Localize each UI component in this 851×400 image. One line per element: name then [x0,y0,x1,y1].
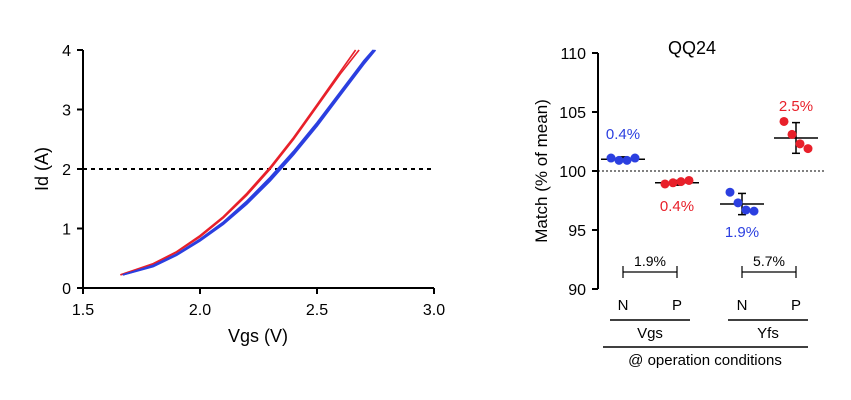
data-point [630,153,640,163]
data-point [741,205,751,215]
data-point [803,144,813,154]
comparison-label: 5.7% [753,253,785,269]
group-label: Vgs [637,325,663,342]
group-percent-label: 0.4% [606,126,640,143]
category-label: P [791,297,801,314]
group-percent-label: 1.9% [725,224,759,241]
y-tick-label: 110 [560,46,586,63]
data-point [684,175,694,185]
data-point [622,155,632,165]
series-line-1 [120,49,360,276]
y-tick-label: 2 [62,162,71,179]
data-point [606,153,616,163]
data-point [614,155,624,165]
data-point [795,139,805,149]
y-axis-label: Match (% of mean) [532,99,551,243]
data-point [787,129,797,139]
footer-label: @ operation conditions [628,352,782,369]
group-label: Yfs [757,325,779,342]
x-tick-label: 2.0 [189,302,211,319]
group-percent-label: 0.4% [660,198,694,215]
y-tick-label: 90 [568,282,586,299]
x-tick-label: 3.0 [423,302,445,319]
y-tick-label: 3 [62,103,71,120]
y-tick-label: 95 [568,223,586,240]
category-label: N [618,297,629,314]
category-label: P [672,297,682,314]
y-tick-label: 4 [62,43,71,60]
data-point [660,179,670,189]
x-tick-label: 1.5 [72,302,94,319]
data-point [668,178,678,188]
y-tick-label: 100 [559,164,586,181]
data-point [749,206,759,216]
data-point [676,177,686,187]
category-label: N [737,297,748,314]
data-point [725,187,735,197]
series-line-3 [122,49,374,276]
comparison-label: 1.9% [634,253,666,269]
y-axis-label: Id (A) [32,147,52,191]
x-tick-label: 2.5 [306,302,328,319]
y-tick-label: 1 [62,222,71,239]
y-tick-label: 105 [559,105,586,122]
data-point [779,116,789,126]
y-tick-label: 0 [62,281,71,298]
series-line-2 [120,49,357,276]
series-line-4 [122,49,375,276]
chart-title: QQ24 [668,38,716,58]
data-point [733,198,743,208]
group-percent-label: 2.5% [779,98,813,115]
series-line-5 [122,49,377,276]
x-axis-label: Vgs (V) [228,326,288,346]
